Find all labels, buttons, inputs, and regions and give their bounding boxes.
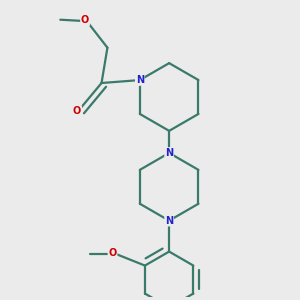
Text: N: N [165, 148, 173, 158]
Text: O: O [73, 106, 81, 116]
Text: O: O [108, 248, 117, 258]
Text: N: N [165, 216, 173, 226]
Text: O: O [81, 15, 89, 25]
Text: N: N [136, 75, 144, 85]
